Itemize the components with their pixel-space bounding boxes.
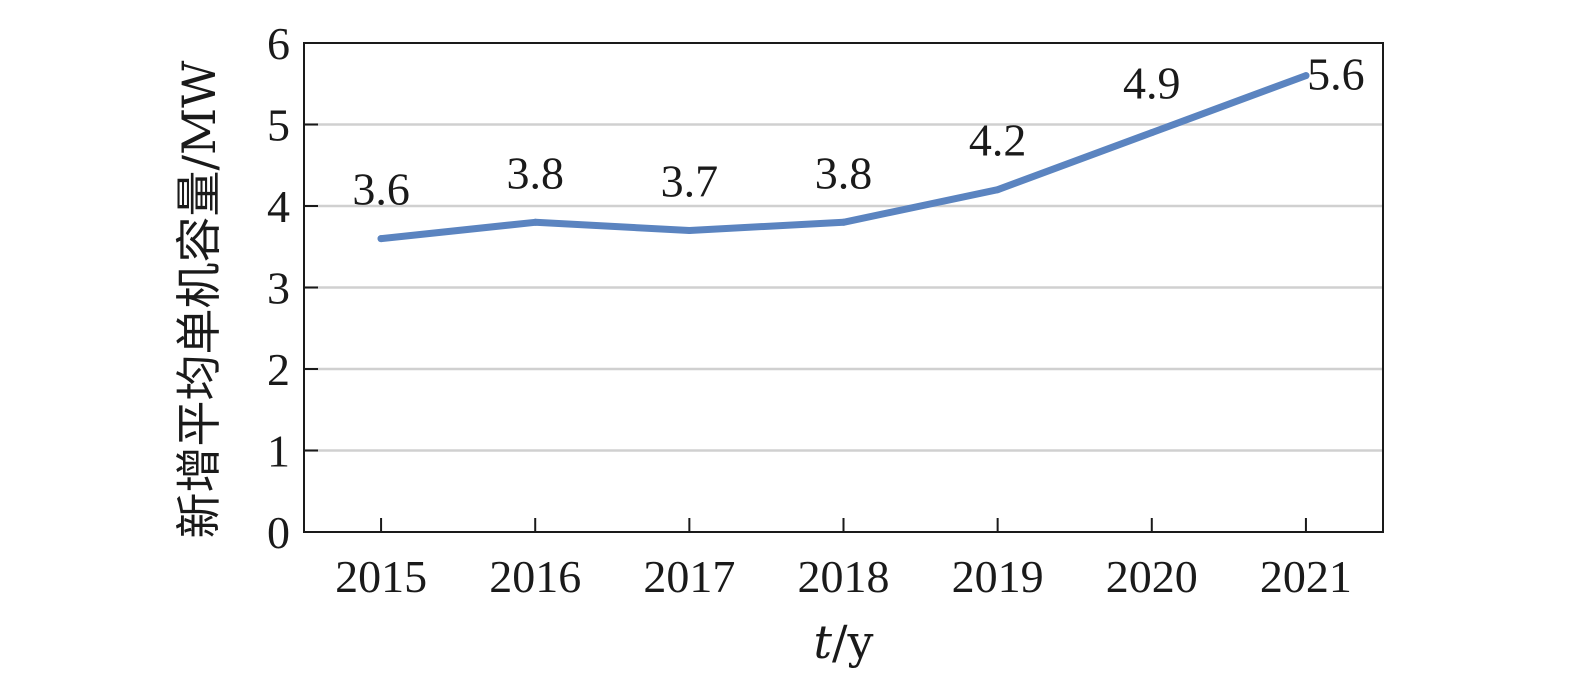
- gridlines: [304, 123, 1383, 452]
- x-tick-label-2020: 2020: [1106, 551, 1198, 602]
- data-labels: 3.6 3.8 3.7 3.8 4.2 4.9 5.6: [352, 49, 1364, 215]
- x-axis-unit: /y: [832, 615, 874, 669]
- y-tick-label-2: 2: [267, 344, 290, 395]
- data-point-2020: [1148, 129, 1156, 137]
- data-point-2021: [1302, 72, 1310, 80]
- y-axis-title: 新增平均单机容量/MW: [172, 60, 226, 539]
- data-label-2016: 3.8: [506, 147, 564, 198]
- x-tick-label-2017: 2017: [643, 551, 735, 602]
- x-tick-label-2015: 2015: [335, 551, 427, 602]
- data-label-2021: 5.6: [1307, 49, 1365, 100]
- data-point-2019: [994, 186, 1002, 194]
- y-tick-label-6: 6: [267, 18, 290, 69]
- y-tick-label-3: 3: [267, 263, 290, 314]
- x-tick-marks: [380, 518, 1307, 532]
- y-tick-labels: 0 1 2 3 4 5 6: [267, 18, 318, 558]
- x-tick-label-2021: 2021: [1260, 551, 1352, 602]
- x-axis-title: t/y: [814, 615, 874, 669]
- data-label-2017: 3.7: [661, 155, 719, 206]
- y-tick-label-1: 1: [267, 426, 290, 477]
- data-point-2015: [377, 235, 385, 243]
- x-tick-labels: 2015 2016 2017 2018 2019 2020 2021: [335, 551, 1352, 602]
- x-tick-label-2018: 2018: [798, 551, 890, 602]
- x-tick-label-2016: 2016: [489, 551, 581, 602]
- data-point-2017: [685, 226, 693, 234]
- data-point-2018: [840, 218, 847, 226]
- series-layer: [377, 72, 1310, 243]
- data-label-2015: 3.6: [352, 164, 410, 215]
- data-label-2020: 4.9: [1123, 58, 1181, 109]
- y-tick-label-5: 5: [267, 100, 290, 151]
- data-label-2019: 4.2: [969, 115, 1027, 166]
- y-tick-label-4: 4: [267, 181, 290, 232]
- data-label-2018: 3.8: [815, 147, 873, 198]
- x-tick-label-2019: 2019: [952, 551, 1044, 602]
- y-tick-label-0: 0: [267, 507, 290, 558]
- data-point-2016: [531, 218, 539, 226]
- x-axis-variable: t: [814, 615, 833, 669]
